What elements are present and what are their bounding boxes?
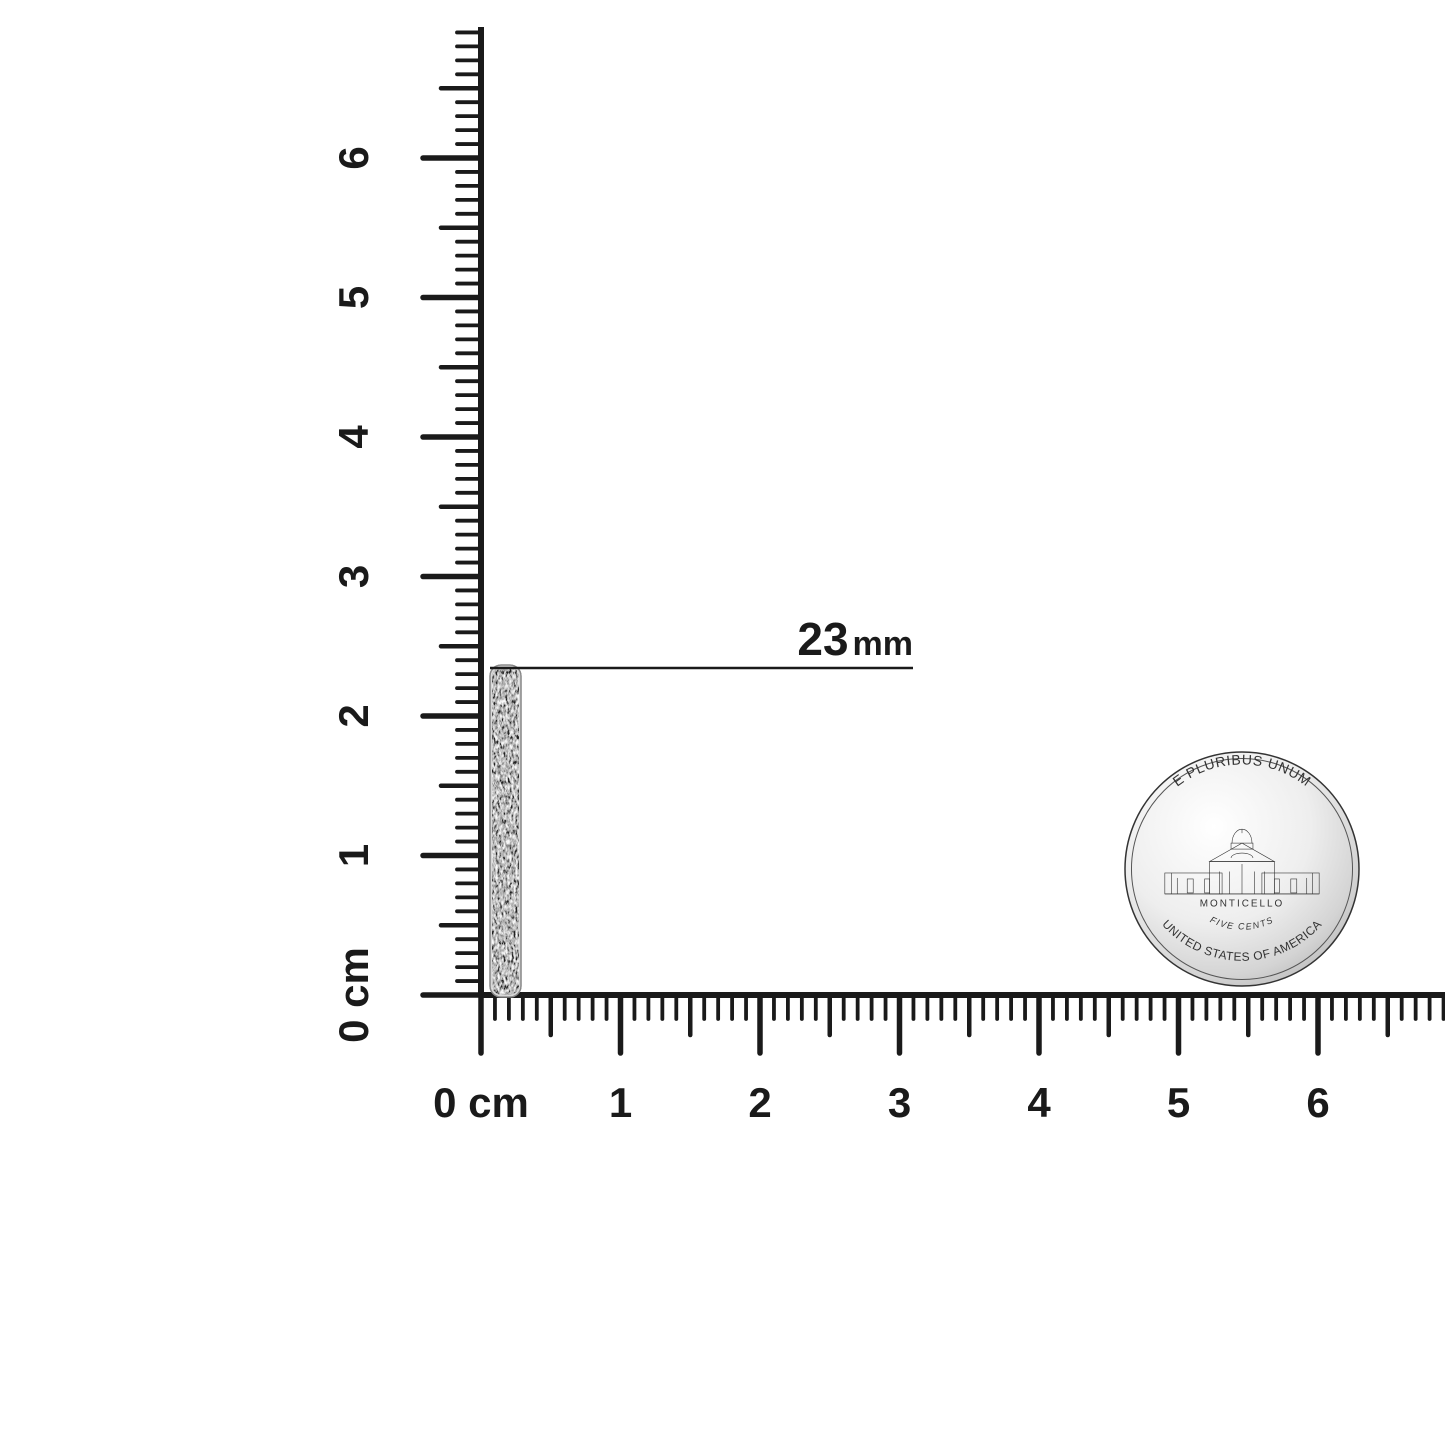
svg-text:6: 6: [1306, 1079, 1329, 1126]
svg-text:4: 4: [330, 425, 377, 449]
svg-text:3: 3: [888, 1079, 911, 1126]
svg-text:0 cm: 0 cm: [433, 1079, 529, 1126]
svg-text:6: 6: [330, 146, 377, 169]
svg-text:2: 2: [330, 704, 377, 727]
svg-text:3: 3: [330, 565, 377, 588]
svg-text:4: 4: [1027, 1079, 1051, 1126]
svg-text:1: 1: [330, 844, 377, 867]
svg-text:5: 5: [330, 286, 377, 309]
svg-text:5: 5: [1167, 1079, 1190, 1126]
svg-text:2: 2: [748, 1079, 771, 1126]
svg-text:1: 1: [609, 1079, 632, 1126]
svg-text:MONTICELLO: MONTICELLO: [1200, 898, 1285, 909]
svg-text:0 cm: 0 cm: [330, 947, 377, 1043]
